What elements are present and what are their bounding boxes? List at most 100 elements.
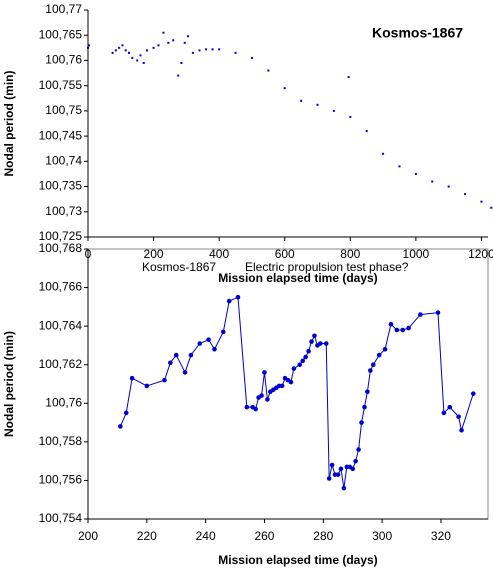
marker	[312, 333, 317, 339]
x-tick-label: 220	[137, 529, 157, 543]
point	[187, 35, 189, 38]
point	[398, 165, 401, 168]
marker	[350, 466, 356, 472]
point	[218, 48, 221, 51]
point	[136, 59, 139, 62]
x-tick-label: 300	[372, 529, 392, 543]
point	[316, 103, 319, 106]
marker	[365, 389, 370, 395]
y-tick-label: 100,73	[45, 204, 82, 218]
point	[180, 61, 183, 64]
marker	[253, 406, 258, 412]
y-axis-label: Nodal period (min)	[2, 331, 16, 437]
point	[152, 46, 155, 49]
point	[157, 44, 160, 47]
point	[300, 99, 303, 102]
marker	[376, 352, 382, 358]
point	[365, 130, 368, 133]
point	[267, 69, 270, 72]
point	[142, 61, 145, 64]
chart-title: Kosmos-1867	[372, 25, 463, 41]
y-tick-label: 100,725	[39, 229, 83, 243]
point	[332, 109, 335, 112]
y-tick-label: 100,74	[45, 154, 82, 168]
marker	[356, 447, 361, 452]
marker	[388, 321, 394, 327]
point	[490, 206, 493, 209]
marker	[323, 341, 329, 346]
marker	[212, 346, 217, 352]
marker	[418, 312, 423, 317]
marker	[329, 462, 335, 468]
marker	[359, 420, 364, 425]
marker	[144, 383, 150, 389]
x-tick-label: 280	[313, 529, 333, 543]
y-tick-label: 100,762	[39, 357, 83, 371]
x-tick-label: 1000	[403, 247, 430, 261]
point	[414, 172, 417, 175]
x-axis-label: Mission elapsed time (days)	[218, 553, 377, 567]
point	[198, 49, 201, 52]
marker	[309, 339, 314, 344]
point	[382, 152, 385, 155]
y-tick-label: 100,76	[45, 395, 82, 409]
point	[347, 76, 350, 79]
y-tick-label: 100,768	[39, 241, 83, 255]
point	[118, 46, 121, 49]
marker	[341, 485, 347, 491]
point	[121, 44, 124, 47]
y-tick-label: 100,755	[39, 78, 83, 92]
marker	[118, 424, 123, 429]
point	[234, 51, 237, 54]
x-tick-label: 200	[78, 529, 98, 543]
marker	[182, 370, 188, 375]
y-tick-label: 100,766	[39, 280, 83, 294]
point	[211, 48, 214, 51]
marker	[441, 410, 447, 416]
marker	[353, 458, 358, 464]
marker	[197, 341, 203, 346]
marker	[300, 358, 306, 364]
marker	[447, 404, 453, 410]
marker	[370, 362, 376, 368]
x-axis-label: Mission elapsed time (days)	[218, 271, 377, 285]
marker	[400, 327, 406, 333]
point	[283, 87, 286, 90]
marker	[338, 466, 344, 472]
marker	[220, 329, 226, 335]
marker	[168, 360, 173, 366]
marker	[470, 391, 476, 396]
marker	[303, 354, 308, 360]
marker	[123, 410, 129, 416]
marker	[288, 379, 294, 385]
point	[250, 56, 253, 59]
point	[205, 48, 208, 51]
point	[431, 180, 434, 183]
marker	[297, 362, 303, 368]
point	[349, 115, 352, 118]
y-tick-label: 100,754	[39, 511, 83, 525]
y-tick-label: 100,764	[39, 318, 83, 332]
marker	[162, 377, 167, 383]
marker	[291, 366, 297, 371]
y-tick-label: 100,75	[45, 103, 82, 117]
point	[177, 74, 180, 77]
x-tick-label: 200	[144, 247, 164, 261]
point	[87, 46, 89, 49]
y-tick-label: 100,735	[39, 179, 83, 193]
point	[191, 51, 194, 54]
x-tick-label: 240	[196, 529, 216, 543]
marker	[259, 393, 264, 398]
marker	[279, 383, 285, 389]
marker	[394, 327, 400, 333]
annotation: Electric propulsion test phase?	[245, 260, 409, 274]
y-axis-label: Nodal period (min)	[2, 71, 16, 177]
point	[131, 56, 134, 59]
point	[172, 39, 175, 42]
x-tick-label: 1200	[468, 247, 493, 261]
point	[464, 193, 467, 196]
annotation: Kosmos-1867	[142, 260, 216, 274]
y-tick-label: 100,77	[45, 2, 82, 16]
point	[480, 200, 483, 203]
marker	[173, 352, 179, 358]
